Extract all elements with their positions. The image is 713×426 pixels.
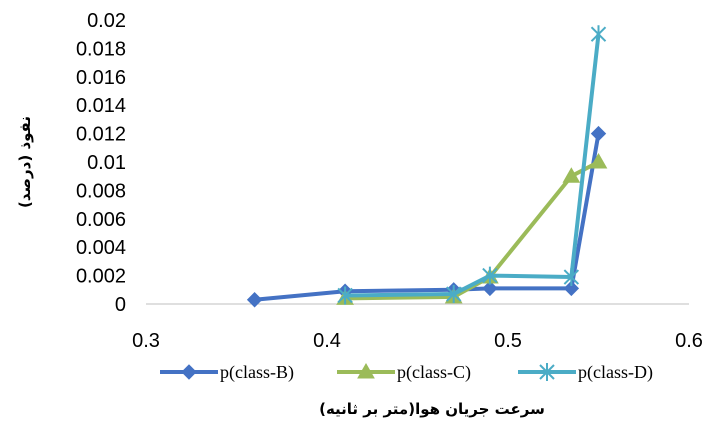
- data-point: [482, 280, 498, 297]
- data-point: [337, 286, 353, 305]
- y-tick-label: 0.008: [76, 180, 126, 202]
- x-tick-label: 0.3: [132, 330, 160, 352]
- series-p(class-D): [337, 25, 607, 305]
- legend-label: p(class-B): [220, 362, 294, 383]
- x-tick-label: 0.4: [313, 330, 341, 352]
- series-line: [345, 33, 601, 298]
- data-point: [445, 285, 462, 304]
- data-point: [563, 268, 580, 287]
- y-tick-label: 0: [115, 294, 126, 316]
- data-point: [246, 292, 263, 308]
- legend-item: p(class-C): [337, 362, 471, 383]
- y-axis-ticks: 0 0.002 0.004 0.006 0.008 0.01 0.012 0.014 0.016…: [76, 10, 126, 316]
- data-point: [563, 280, 580, 297]
- legend-marker: [539, 363, 555, 381]
- legend-marker: [181, 364, 197, 380]
- data-point: [562, 167, 581, 183]
- x-tick-label: 0.5: [494, 330, 522, 352]
- y-tick-label: 0.01: [87, 152, 126, 174]
- x-axis-ticks: 0.3 0.4 0.5 0.6: [132, 330, 703, 352]
- legend-marker: [357, 362, 375, 379]
- y-tick-label: 0.018: [76, 38, 126, 60]
- y-tick-label: 0.012: [76, 124, 126, 146]
- data-point: [590, 25, 607, 44]
- data-point: [589, 152, 608, 169]
- x-axis-title: سرعت جریان هوا(متر بر ثانیه): [319, 400, 545, 418]
- data-point: [590, 125, 607, 142]
- y-tick-label: 0.016: [76, 67, 126, 89]
- x-tick-label: 0.6: [675, 330, 703, 352]
- y-tick-label: 0.002: [76, 266, 126, 288]
- legend: p(class-B) p(class-C) p(class-D): [160, 362, 653, 383]
- legend-item: p(class-B): [160, 362, 294, 383]
- y-tick-label: 0.02: [87, 10, 126, 32]
- legend-label: p(class-D): [578, 362, 653, 383]
- y-tick-label: 0.014: [76, 95, 126, 117]
- series-layer: [246, 25, 608, 308]
- legend-item: p(class-D): [518, 362, 653, 383]
- legend-label: p(class-C): [397, 362, 471, 383]
- data-point: [482, 266, 498, 285]
- series-p(class-B): [246, 125, 607, 308]
- y-tick-label: 0.006: [76, 209, 126, 231]
- y-axis-title: نفوذ (درصد): [16, 116, 34, 208]
- y-tick-label: 0.004: [76, 237, 126, 259]
